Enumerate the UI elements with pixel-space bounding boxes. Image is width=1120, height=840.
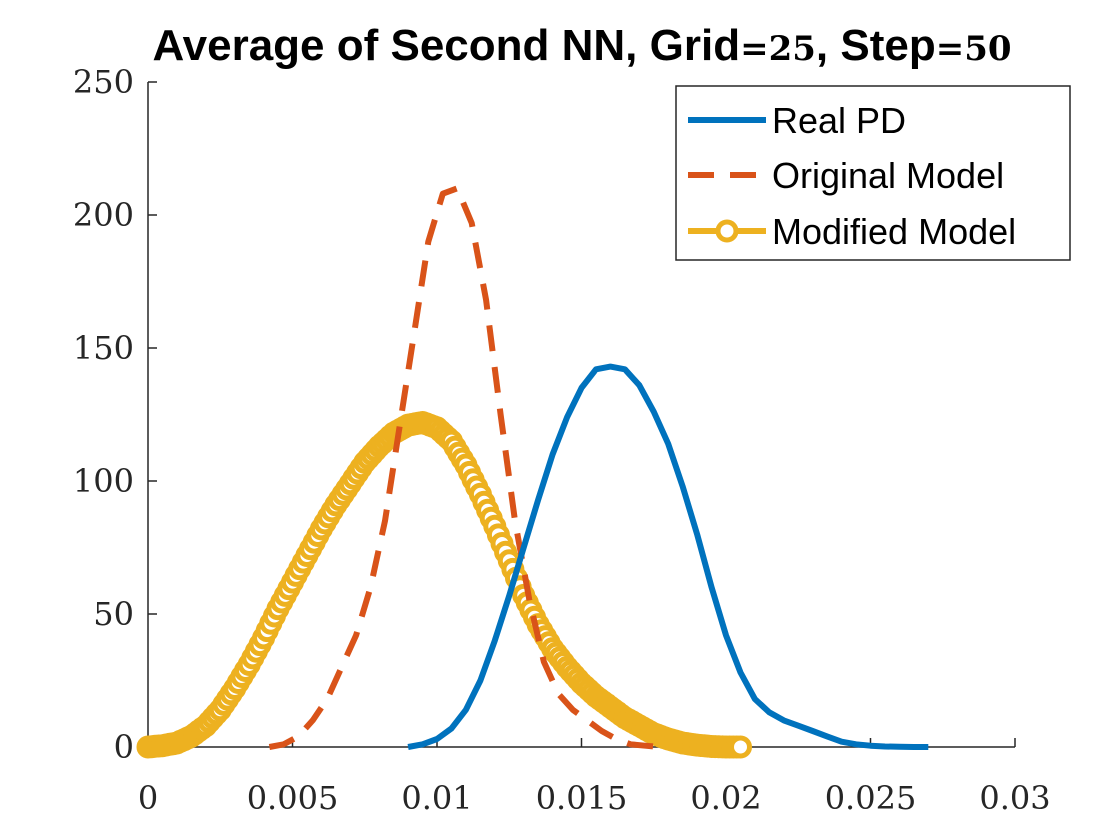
x-tick-label: 0 <box>138 779 158 817</box>
x-tick-label: 0.015 <box>536 779 628 817</box>
y-tick-label: 100 <box>73 462 134 500</box>
x-tick-label: 0.01 <box>401 779 472 817</box>
y-tick-label: 150 <box>73 329 134 367</box>
chart-title: Average of Second NN, Grid=25, Step=50 <box>152 21 1011 70</box>
y-tick-label: 50 <box>93 595 134 633</box>
series-line-original-model <box>268 185 660 750</box>
marker <box>729 735 752 759</box>
series-line-real-pd <box>407 363 929 750</box>
x-tick-label: 0.03 <box>979 779 1050 817</box>
legend-label-original-model: Original Model <box>772 155 1004 196</box>
x-tick-label: 0.005 <box>247 779 339 817</box>
legend-label-modified-model: Modified Model <box>772 211 1016 252</box>
y-tick-label: 0 <box>114 728 134 766</box>
legend-marker-modified-model <box>715 219 739 243</box>
axes: 0 0.005 0.01 0.015 0.02 0.025 0.03 0 50 100 150 200… <box>73 63 1051 817</box>
legend-label-real-pd: Real PD <box>772 100 906 141</box>
x-tick-label: 0.025 <box>825 779 917 817</box>
legend: Real PD Original Model Modified Model <box>675 85 1071 261</box>
series-layer <box>136 185 929 759</box>
series-markers-modified-model <box>136 411 752 759</box>
x-tick-label: 0.02 <box>690 779 761 817</box>
y-tick-label: 200 <box>73 196 134 234</box>
y-tick-label: 250 <box>73 63 134 101</box>
